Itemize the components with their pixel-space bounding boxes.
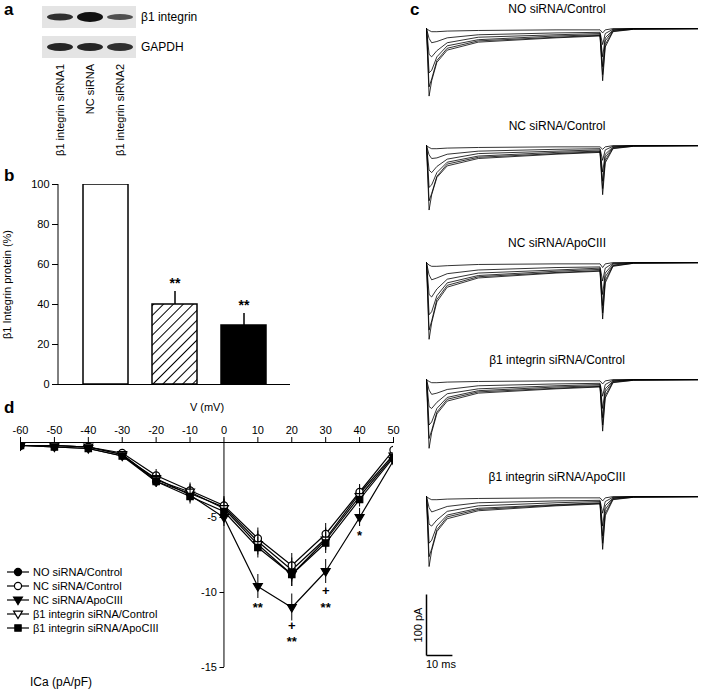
svg-text:+: +	[322, 583, 330, 598]
svg-text:20: 20	[37, 338, 49, 350]
svg-text:**: **	[321, 600, 332, 615]
svg-text:20: 20	[286, 424, 298, 436]
svg-text:60: 60	[37, 258, 49, 270]
html-text:b: b	[4, 166, 15, 185]
svg-text:-5: -5	[207, 511, 217, 523]
html-text:100 pA: 100 pA	[412, 607, 424, 642]
html-text:NC siRNA/Control: NC siRNA/Control	[508, 119, 606, 133]
svg-text:-15: -15	[201, 661, 217, 673]
svg-text:-20: -20	[148, 424, 164, 436]
svg-text:-10: -10	[201, 586, 217, 598]
svg-text:40: 40	[353, 424, 365, 436]
svg-text:GAPDH: GAPDH	[141, 40, 184, 54]
html-text:β1 integrin siRNA/ApoCIII: β1 integrin siRNA/ApoCIII	[488, 470, 626, 484]
svg-text:*: *	[357, 528, 363, 543]
svg-text:0: 0	[43, 378, 49, 390]
html-text:10 ms: 10 ms	[426, 658, 456, 670]
svg-text:-30: -30	[114, 424, 130, 436]
html-text:a: a	[4, 0, 14, 19]
html-text:NC siRNA/ApoCIII: NC siRNA/ApoCIII	[508, 236, 606, 250]
html-text:β1 integrin siRNA/ApoCIII: β1 integrin siRNA/ApoCIII	[33, 622, 159, 634]
html-text:β1 integrin siRNA/Control: β1 integrin siRNA/Control	[489, 353, 625, 367]
svg-text:-40: -40	[80, 424, 96, 436]
svg-text:β1 integrin: β1 integrin	[141, 10, 197, 24]
html-text:c: c	[410, 0, 420, 19]
svg-text:80: 80	[37, 218, 49, 230]
html-text:NO siRNA/Control: NO siRNA/Control	[508, 2, 606, 16]
html-text:NC siRNA/ApoCIII: NC siRNA/ApoCIII	[33, 594, 123, 606]
html-text:β1 integrin siRNA/Control: β1 integrin siRNA/Control	[33, 608, 158, 620]
svg-text:-50: -50	[46, 424, 62, 436]
svg-text:β1 integrin siRNA2: β1 integrin siRNA2	[114, 64, 126, 156]
svg-text:-60: -60	[13, 424, 29, 436]
svg-text:50: 50	[387, 424, 399, 436]
svg-text:10: 10	[252, 424, 264, 436]
svg-text:**: **	[239, 297, 250, 313]
html-text:d: d	[4, 398, 15, 417]
svg-text:**: **	[170, 275, 181, 291]
svg-text:V (mV): V (mV)	[190, 401, 224, 413]
svg-text:0: 0	[221, 424, 227, 436]
svg-text:100: 100	[31, 178, 49, 190]
svg-text:**: **	[287, 634, 298, 649]
svg-text:30: 30	[320, 424, 332, 436]
html-text:ICa (pA/pF): ICa (pA/pF)	[30, 675, 92, 689]
html-text:NC siRNA/Control: NC siRNA/Control	[33, 580, 122, 592]
svg-text:β1 integrin siRNA1: β1 integrin siRNA1	[54, 64, 66, 156]
svg-text:NC siRNA: NC siRNA	[84, 63, 96, 114]
svg-text:-10: -10	[182, 424, 198, 436]
svg-text:+: +	[288, 618, 296, 633]
svg-text:40: 40	[37, 298, 49, 310]
html-text:NO siRNA/Control: NO siRNA/Control	[33, 566, 123, 578]
svg-text:β1 Integrin protein (%): β1 Integrin protein (%)	[1, 230, 13, 339]
svg-text:**: **	[253, 600, 264, 615]
